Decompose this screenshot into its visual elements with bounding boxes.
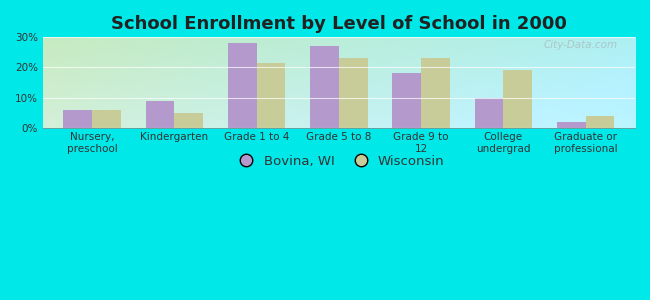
Bar bbox=[228, 44, 257, 128]
Bar bbox=[557, 122, 586, 128]
Bar bbox=[310, 46, 339, 128]
Bar bbox=[174, 112, 203, 128]
Legend: Bovina, WI, Wisconsin: Bovina, WI, Wisconsin bbox=[228, 150, 450, 173]
Bar bbox=[393, 74, 421, 128]
Bar bbox=[146, 100, 174, 127]
Bar bbox=[257, 63, 285, 128]
Bar bbox=[474, 98, 503, 128]
Bar bbox=[421, 58, 450, 128]
Bar bbox=[503, 70, 532, 128]
Text: City-Data.com: City-Data.com bbox=[543, 40, 618, 50]
Bar bbox=[339, 58, 368, 128]
Bar bbox=[586, 116, 614, 128]
Bar bbox=[92, 110, 121, 128]
Title: School Enrollment by Level of School in 2000: School Enrollment by Level of School in … bbox=[111, 15, 567, 33]
Bar bbox=[64, 110, 92, 128]
